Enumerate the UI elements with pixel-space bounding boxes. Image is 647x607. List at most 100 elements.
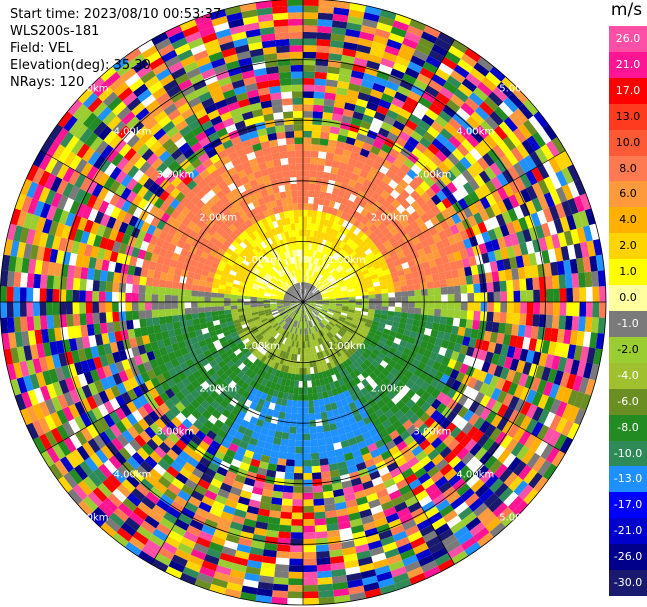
velocity-gate xyxy=(283,485,294,493)
velocity-gate xyxy=(105,291,113,302)
velocity-gate xyxy=(131,302,139,311)
velocity-gate xyxy=(321,292,329,296)
velocity-gate xyxy=(392,321,400,328)
velocity-gate xyxy=(419,455,432,468)
velocity-gate xyxy=(33,315,41,331)
velocity-gate xyxy=(342,343,350,351)
velocity-gate xyxy=(473,311,481,321)
velocity-gate xyxy=(317,274,323,281)
velocity-gate xyxy=(382,240,392,249)
velocity-gate xyxy=(414,467,427,479)
velocity-gate xyxy=(329,214,336,223)
velocity-gate xyxy=(561,387,573,404)
velocity-gate xyxy=(337,217,345,226)
velocity-gate xyxy=(364,136,376,146)
velocity-gate xyxy=(503,491,519,507)
velocity-gate xyxy=(322,205,329,213)
velocity-gate xyxy=(526,302,534,315)
velocity-gate xyxy=(462,206,474,219)
velocity-gate xyxy=(414,352,424,362)
velocity-gate xyxy=(372,139,384,150)
velocity-gate xyxy=(325,152,335,161)
velocity-gate xyxy=(478,420,491,434)
velocity-gate xyxy=(473,502,489,517)
velocity-gate xyxy=(454,430,467,443)
velocity-gate xyxy=(578,272,586,288)
velocity-gate xyxy=(522,337,531,350)
velocity-gate xyxy=(426,126,440,139)
velocity-gate xyxy=(429,351,439,361)
velocity-gate xyxy=(434,370,444,381)
velocity-gate xyxy=(318,224,324,232)
velocity-gate xyxy=(372,34,389,46)
velocity-gate xyxy=(414,242,424,252)
velocity-gate xyxy=(329,302,336,304)
velocity-gate xyxy=(551,450,566,467)
velocity-gate xyxy=(272,437,282,446)
velocity-gate xyxy=(385,153,397,164)
velocity-gate xyxy=(319,245,325,253)
velocity-gate xyxy=(553,218,564,234)
velocity-gate xyxy=(382,269,391,276)
velocity-gate xyxy=(198,285,206,292)
velocity-gate xyxy=(389,266,397,274)
velocity-gate xyxy=(321,178,329,186)
velocity-gate xyxy=(438,162,450,175)
velocity-gate xyxy=(502,393,514,407)
velocity-gate xyxy=(447,235,457,246)
velocity-gate xyxy=(361,244,370,253)
velocity-gate xyxy=(39,302,47,316)
velocity-gate xyxy=(543,411,556,428)
velocity-gate xyxy=(337,278,345,285)
velocity-gate xyxy=(353,219,362,228)
velocity-gate xyxy=(496,417,509,432)
velocity-gate xyxy=(322,424,331,433)
velocity-gate xyxy=(230,298,238,302)
velocity-gate xyxy=(347,257,355,265)
velocity-gate xyxy=(320,125,331,133)
velocity-gate xyxy=(531,391,543,407)
velocity-gate xyxy=(487,148,501,163)
velocity-gate xyxy=(546,140,560,158)
velocity-gate xyxy=(329,304,336,308)
velocity-gate xyxy=(303,297,308,302)
velocity-gate xyxy=(386,213,396,223)
velocity-gate xyxy=(405,342,414,351)
velocity-gate xyxy=(322,280,329,286)
velocity-gate xyxy=(332,336,339,343)
velocity-gate xyxy=(508,395,520,410)
velocity-gate xyxy=(361,18,378,29)
velocity-gate xyxy=(419,254,429,264)
velocity-gate xyxy=(300,348,303,355)
velocity-gate xyxy=(354,256,362,264)
velocity-gate xyxy=(369,123,381,134)
velocity-gate xyxy=(335,246,342,254)
velocity-gate xyxy=(382,376,392,386)
velocity-gate xyxy=(469,67,486,82)
velocity-gate xyxy=(332,237,340,245)
velocity-gate xyxy=(341,176,351,186)
velocity-gate xyxy=(329,250,336,258)
velocity-gate xyxy=(106,322,115,333)
velocity-gate xyxy=(324,282,331,288)
velocity-gate xyxy=(366,60,381,71)
velocity-gate xyxy=(551,355,561,371)
velocity-gate xyxy=(586,240,596,257)
velocity-gate xyxy=(313,98,325,106)
velocity-gate xyxy=(454,293,462,302)
velocity-gate xyxy=(435,499,451,512)
velocity-gate xyxy=(332,229,339,238)
velocity-gate xyxy=(375,305,382,311)
velocity-gate xyxy=(381,332,390,340)
velocity-gate xyxy=(331,222,338,230)
velocity-gate xyxy=(541,222,552,238)
velocity-gate xyxy=(363,258,372,266)
velocity-gate xyxy=(313,230,319,238)
velocity-gate xyxy=(317,438,326,447)
velocity-gate xyxy=(361,370,370,379)
velocity-gate xyxy=(374,186,385,196)
velocity-gate xyxy=(349,363,357,372)
velocity-gate xyxy=(153,270,162,280)
velocity-gate xyxy=(489,427,502,442)
velocity-gate xyxy=(532,314,540,327)
